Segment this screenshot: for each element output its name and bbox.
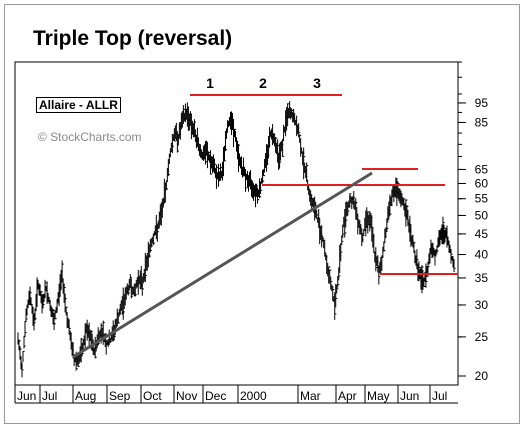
x-tick-label: Oct: [143, 389, 162, 403]
x-tick-label: Mar: [300, 389, 321, 403]
plot-area: [14, 61, 459, 386]
y-tick-label: 65: [475, 162, 489, 176]
symbol-label: Allaire - ALLR: [36, 97, 121, 113]
x-tick-label: May: [367, 389, 390, 403]
x-axis: Jun Jul Aug Sep Oct Nov Dec 2000 Mar Apr May Jun Jul: [14, 385, 458, 404]
y-tick-label: 25: [475, 330, 489, 344]
chart-title: Triple Top (reversal): [33, 27, 233, 50]
y-tick-label: 20: [475, 369, 489, 383]
y-tick-label: 40: [475, 248, 489, 262]
x-tick-label: Apr: [338, 389, 357, 403]
x-tick-label: Jul: [42, 389, 57, 403]
watermark: © StockCharts.com: [38, 130, 142, 144]
x-tick-label: 2000: [240, 389, 267, 403]
x-tick-label: Nov: [176, 389, 197, 403]
annotations: [72, 94, 458, 359]
x-tick-label: Sep: [109, 389, 131, 403]
peak-label: 2: [259, 75, 267, 91]
trendline: [72, 171, 373, 359]
peak-label: 3: [313, 75, 321, 91]
price-bars: [17, 101, 456, 378]
plot-border: [14, 61, 459, 386]
peak-label: 1: [206, 75, 214, 91]
peak-labels: 1 2 3: [206, 75, 321, 91]
y-tick-label: 50: [475, 208, 489, 222]
x-tick-label: Dec: [205, 389, 226, 403]
y-tick-label: 95: [475, 96, 489, 110]
y-tick-label: 85: [475, 115, 489, 129]
y-tick-label: 30: [475, 298, 489, 312]
y-tick-label: 60: [475, 176, 489, 190]
chart-frame: [4, 4, 520, 424]
x-tick-label: Aug: [75, 389, 96, 403]
y-tick-label: 45: [475, 227, 489, 241]
x-tick-label: Jun: [400, 389, 419, 403]
y-tick-label: 35: [475, 271, 489, 285]
x-tick-label: Jun: [17, 389, 36, 403]
y-tick-label: 55: [475, 192, 489, 206]
x-tick-label: Jul: [432, 389, 447, 403]
